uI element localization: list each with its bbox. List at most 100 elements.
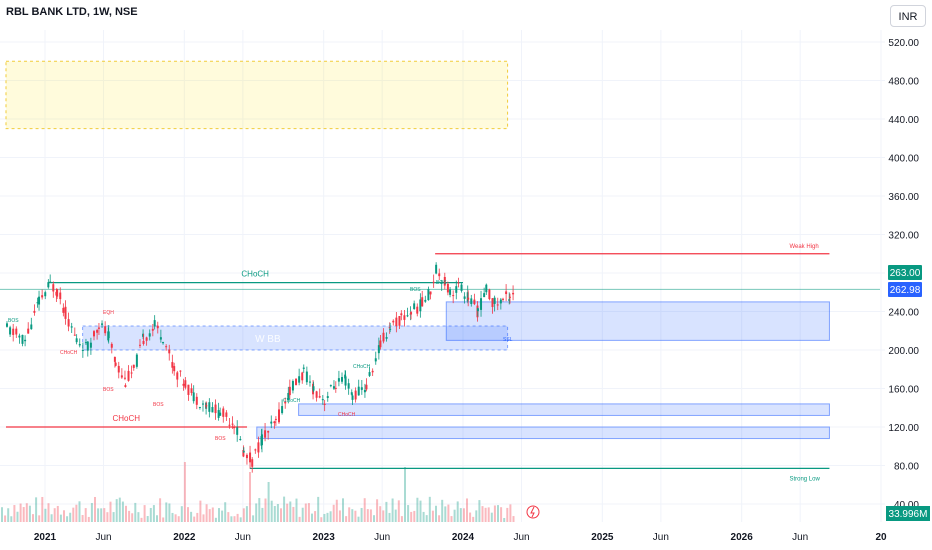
candle-body <box>291 381 294 391</box>
volume-bar <box>32 514 34 522</box>
volume-bar <box>450 516 453 522</box>
candle-body <box>153 320 156 327</box>
volume-bar <box>115 499 118 522</box>
candle-body <box>480 298 483 310</box>
volume-bar <box>84 508 87 522</box>
candle-body <box>379 340 382 348</box>
candle-body <box>368 372 371 376</box>
price-tag-text: 262.98 <box>890 285 921 296</box>
candle-body <box>374 358 377 362</box>
candle-body <box>354 390 357 400</box>
volume-bar <box>202 514 205 522</box>
candle-body <box>419 299 422 312</box>
price-tags: 263.00 262.98 33.996M <box>526 265 930 521</box>
candle-body <box>392 320 395 323</box>
volume-bar <box>295 498 298 522</box>
volume-bar <box>481 506 484 522</box>
candle-body <box>377 345 380 354</box>
volume-bar <box>466 498 468 522</box>
volume-bar <box>97 508 100 522</box>
volume-bar <box>320 517 323 522</box>
volume-bar <box>214 517 217 522</box>
candle-body <box>104 326 107 334</box>
volume-bar <box>125 505 127 522</box>
candle-body <box>12 328 15 335</box>
volume-bar <box>345 516 348 522</box>
x-tick-label: 2023 <box>313 532 336 543</box>
candle-body <box>360 387 363 390</box>
candle-body <box>73 334 76 336</box>
candle-body <box>75 338 78 343</box>
candle-body <box>30 324 33 330</box>
candle-body <box>284 401 287 404</box>
event-icon-bolt <box>530 506 535 518</box>
candle-body <box>406 315 409 317</box>
volume-bar <box>425 515 428 522</box>
candle-body <box>173 366 176 372</box>
y-tick-label: 320.00 <box>888 231 919 242</box>
candle-body <box>93 331 95 337</box>
volume-bar <box>289 501 292 522</box>
candle-body <box>298 376 301 383</box>
volume-bar <box>75 504 78 522</box>
candle-body <box>251 459 254 467</box>
volume-bar <box>224 502 227 522</box>
volume-bar <box>394 509 397 522</box>
volume-bar <box>227 512 230 522</box>
zone-box <box>5 60 509 130</box>
candle-body <box>260 434 263 446</box>
candle-body <box>452 295 455 297</box>
candle-body <box>222 408 225 417</box>
volume-bar <box>149 507 152 522</box>
candle-body <box>70 326 73 328</box>
volume-bar <box>38 515 41 522</box>
currency-button[interactable]: INR <box>890 5 926 27</box>
candle-body <box>460 284 463 291</box>
candle-body <box>225 412 228 417</box>
volume-bar <box>193 516 196 522</box>
volume-bar <box>168 503 171 522</box>
candle-body <box>195 396 198 405</box>
volume-bar <box>413 510 416 522</box>
candle-body <box>502 298 505 300</box>
volume-bar <box>239 517 242 522</box>
candle-body <box>217 410 220 418</box>
volume-bar <box>1 507 3 522</box>
candle-body <box>49 281 52 283</box>
x-tick-label: 2025 <box>591 532 614 543</box>
volume-bar <box>469 512 472 522</box>
x-tick-label: Jun <box>374 532 390 543</box>
candle-body <box>287 392 290 400</box>
chart-levels: CHoCH Weak High Strong Low CHoCH <box>0 244 880 482</box>
candle-body <box>400 313 403 316</box>
candle-body <box>182 383 185 386</box>
candle-body <box>281 406 284 414</box>
candle-body <box>18 335 21 338</box>
volume-bar <box>422 511 425 522</box>
volume-bar <box>165 502 168 522</box>
candle-body <box>148 333 151 337</box>
volume-bar <box>249 472 251 522</box>
candle-body <box>483 293 486 298</box>
volume-bar <box>400 516 403 522</box>
candle-body <box>113 356 116 362</box>
candle-body <box>435 264 438 274</box>
volume-bar <box>19 503 22 522</box>
candle-body <box>15 328 18 335</box>
candle-body <box>124 385 127 387</box>
candle-body <box>312 386 315 391</box>
candle-body <box>493 297 496 304</box>
volume-bar <box>221 510 224 522</box>
x-tick-label: Jun <box>653 532 669 543</box>
volume-bar <box>379 506 382 522</box>
y-tick-label: 200.00 <box>888 346 919 357</box>
candle-body <box>389 328 392 330</box>
candle-body <box>214 404 217 414</box>
candle-body <box>295 378 298 386</box>
candle-body <box>476 308 479 312</box>
candle-body <box>476 305 479 318</box>
candle-body <box>321 399 324 401</box>
volume-bar <box>332 504 335 522</box>
volume-bar <box>183 462 186 522</box>
